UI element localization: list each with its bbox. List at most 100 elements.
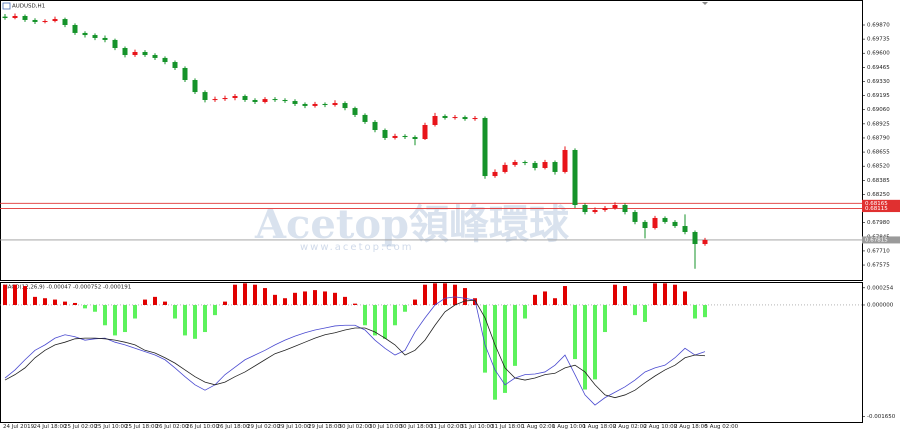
candle-body <box>632 212 638 222</box>
histogram-bar <box>333 292 337 305</box>
x-tick-label: 31 Jul 18:00 <box>491 424 524 430</box>
histogram-bar <box>323 291 327 305</box>
y-tick-label: 0.69060 <box>867 107 890 113</box>
histogram-bar <box>223 301 227 305</box>
histogram-bar <box>393 304 397 326</box>
candle-body <box>72 24 78 33</box>
histogram-bar <box>273 294 277 305</box>
candle-body <box>192 80 198 93</box>
candle-body <box>472 117 478 120</box>
candle-body <box>402 135 408 138</box>
y-tick-label: 0.69870 <box>867 22 890 28</box>
histogram-bar <box>383 304 387 339</box>
macd-panel-frame <box>0 282 863 423</box>
candle-body <box>672 221 678 227</box>
candle-body <box>382 130 388 138</box>
y-tick-label: 0.000000 <box>867 302 894 308</box>
candle-body <box>302 103 308 106</box>
histogram-bar <box>63 301 67 305</box>
y-tick-label: 0.69735 <box>867 37 890 43</box>
candle-body <box>152 55 158 58</box>
x-tick-label: 5 Aug 02:00 <box>705 424 739 430</box>
histogram-bar <box>243 283 247 305</box>
candle-body <box>92 35 98 38</box>
x-tick-label: 29 Jul 18:00 <box>308 424 341 430</box>
candle-body <box>82 32 88 36</box>
candle-body <box>42 21 48 23</box>
x-tick-label: 25 Jul 02:00 <box>64 424 97 430</box>
candle-body <box>532 162 538 168</box>
y-tick-label: -0.001650 <box>867 414 896 420</box>
histogram-bar <box>213 304 217 316</box>
candle-body <box>2 16 8 18</box>
y-tick-label: 0.68790 <box>867 135 890 141</box>
histogram-bar <box>113 304 117 336</box>
histogram-bar <box>53 299 57 305</box>
candle-body <box>332 103 338 106</box>
histogram-bar <box>673 284 677 305</box>
candle-body <box>452 117 458 119</box>
histogram-bar <box>493 304 497 400</box>
indicator-title: MACD(12,26,9) -0.00047 -0.000752 -0.0001… <box>3 285 131 291</box>
candle-body <box>592 210 598 213</box>
candle-body <box>372 121 378 131</box>
candle-body <box>482 117 488 177</box>
x-tick-label: 24 Jul 18:00 <box>34 424 67 430</box>
histogram-bar <box>583 304 587 390</box>
histogram-bar <box>533 294 537 305</box>
histogram-bar <box>83 304 87 309</box>
histogram-bar <box>613 284 617 305</box>
candle-body <box>342 103 348 109</box>
histogram-bar <box>183 304 187 336</box>
histogram-bar <box>103 304 107 326</box>
candle-body <box>572 149 578 206</box>
candle-body <box>612 205 618 209</box>
candle-body <box>392 135 398 138</box>
x-tick-label: 30 Jul 02:00 <box>339 424 372 430</box>
histogram-bar <box>663 283 667 305</box>
candle-body <box>662 217 668 222</box>
histogram-bar <box>283 298 287 305</box>
x-tick-label: 25 Jul 18:00 <box>125 424 158 430</box>
macd-line <box>4 296 706 406</box>
candle-body <box>522 162 528 164</box>
histogram-bar <box>563 286 567 305</box>
candle-body <box>252 99 258 102</box>
y-tick-label: 0.68520 <box>867 164 890 170</box>
x-tick-label: 29 Jul 10:00 <box>278 424 311 430</box>
x-tick-label: 30 Jul 10:00 <box>369 424 402 430</box>
y-tick-label: 0.000254 <box>867 285 894 291</box>
candle-body <box>422 124 428 140</box>
candle-body <box>62 19 68 25</box>
histogram-bar <box>433 283 437 305</box>
histogram-bar <box>343 296 347 305</box>
histogram-bar <box>573 304 577 360</box>
y-tick-label: 0.67710 <box>867 248 890 254</box>
histogram-bar <box>423 284 427 305</box>
candle-body <box>492 171 498 177</box>
x-tick-label: 1 Aug 02:00 <box>522 424 556 430</box>
histogram-bar <box>73 302 77 305</box>
price-level-label: 0.67815 <box>865 237 888 243</box>
y-tick-label: 0.69330 <box>867 79 890 85</box>
histogram-bar <box>263 288 267 305</box>
histogram-bar <box>353 303 357 305</box>
candle-body <box>112 39 118 49</box>
histogram-bar <box>543 291 547 305</box>
candle-body <box>702 239 708 245</box>
histogram-bar <box>143 299 147 305</box>
histogram-bar <box>633 304 637 316</box>
candle-body <box>172 62 178 68</box>
candle-body <box>502 164 508 172</box>
histogram-bar <box>453 284 457 305</box>
histogram-bar <box>233 284 237 305</box>
y-tick-label: 0.68385 <box>867 178 890 184</box>
y-tick-label: 0.69465 <box>867 65 890 71</box>
histogram-bar <box>443 283 447 305</box>
y-tick-label: 0.68925 <box>867 121 890 127</box>
y-tick-label: 0.67980 <box>867 220 890 226</box>
candle-body <box>272 99 278 101</box>
x-tick-label: 29 Jul 02:00 <box>247 424 280 430</box>
candle-body <box>652 217 658 229</box>
x-tick-label: 26 Jul 02:00 <box>156 424 189 430</box>
